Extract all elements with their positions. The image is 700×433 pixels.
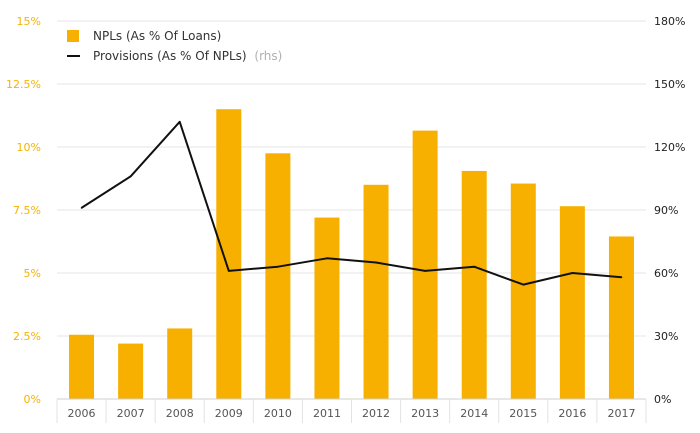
right-tick-label: 0%	[654, 393, 671, 406]
right-tick-label: 60%	[654, 267, 678, 280]
provisions-point-2014	[473, 265, 476, 268]
x-tick-label: 2009	[215, 407, 243, 420]
x-tick-label: 2008	[166, 407, 194, 420]
provisions-point-2007	[129, 175, 132, 178]
x-tick-label: 2014	[460, 407, 488, 420]
provisions-line	[80, 120, 622, 286]
npl-bar-2012	[363, 184, 389, 399]
left-tick-label: 0%	[24, 393, 41, 406]
npl-bar-2008	[167, 328, 193, 399]
right-tick-label: 90%	[654, 204, 678, 217]
left-tick-label: 5%	[24, 267, 41, 280]
npl-bar-2015	[510, 183, 536, 399]
npl-bar-2009	[216, 109, 242, 399]
x-tick-label: 2011	[313, 407, 341, 420]
right-tick-label: 120%	[654, 141, 685, 154]
right-tick-label: 150%	[654, 78, 685, 91]
x-tick-label: 2012	[362, 407, 390, 420]
svg-text:Provisions (As % Of NPLs): Provisions (As % Of NPLs) (rhs)	[93, 49, 282, 63]
legend-swatch-npls	[67, 30, 79, 42]
legend-label-npls: NPLs (As % Of Loans)	[93, 29, 221, 43]
npl-bar-2017	[608, 236, 634, 399]
provisions-point-2009	[227, 270, 230, 272]
provisions-point-2008	[178, 121, 181, 123]
left-tick-label: 15%	[17, 15, 41, 28]
grid-lines	[57, 20, 646, 337]
provisions-point-2017	[620, 276, 623, 279]
provisions-line-layer	[80, 120, 623, 286]
npl-bar-2011	[314, 217, 340, 399]
x-tick-label: 2006	[68, 407, 96, 420]
left-tick-label: 12.5%	[6, 78, 41, 91]
right-tick-label: 180%	[654, 15, 685, 28]
left-tick-label: 10%	[17, 141, 41, 154]
npl-bar-2006	[69, 334, 95, 399]
npl-bar-2010	[265, 153, 291, 399]
left-tick-label: 2.5%	[13, 330, 41, 343]
legend-label-provisions: Provisions (As % Of NPLs)	[93, 49, 247, 63]
npl-bar-2016	[559, 206, 585, 399]
npl-bars	[69, 109, 634, 399]
provisions-point-2010	[277, 265, 279, 268]
provisions-point-2013	[424, 270, 426, 272]
x-tick-label: 2017	[607, 407, 635, 420]
x-tick-label: 2007	[117, 407, 145, 420]
provisions-point-2012	[375, 261, 377, 264]
right-tick-label: 30%	[654, 330, 678, 343]
x-tick-label: 2016	[558, 407, 586, 420]
x-tick-label: 2010	[264, 407, 292, 420]
npl-bar-2013	[412, 130, 438, 399]
legend: NPLs (As % Of Loans) Provisions (As % Of…	[67, 29, 282, 63]
x-tick-label: 2013	[411, 407, 439, 420]
axes: 0% 2.5% 5% 7.5% 10% 12.5% 15% 0% 30% 60% 90% 120% 15…	[6, 15, 685, 423]
x-tick-label: 2015	[509, 407, 537, 420]
left-tick-label: 7.5%	[13, 204, 41, 217]
provisions-point-2016	[571, 272, 574, 274]
npl-bar-2007	[118, 343, 144, 399]
provisions-point-2011	[326, 257, 328, 260]
npl-bar-2014	[461, 170, 487, 399]
provisions-point-2015	[522, 283, 525, 286]
provisions-point-2006	[80, 207, 83, 209]
legend-label-rhs: (rhs)	[254, 49, 282, 63]
